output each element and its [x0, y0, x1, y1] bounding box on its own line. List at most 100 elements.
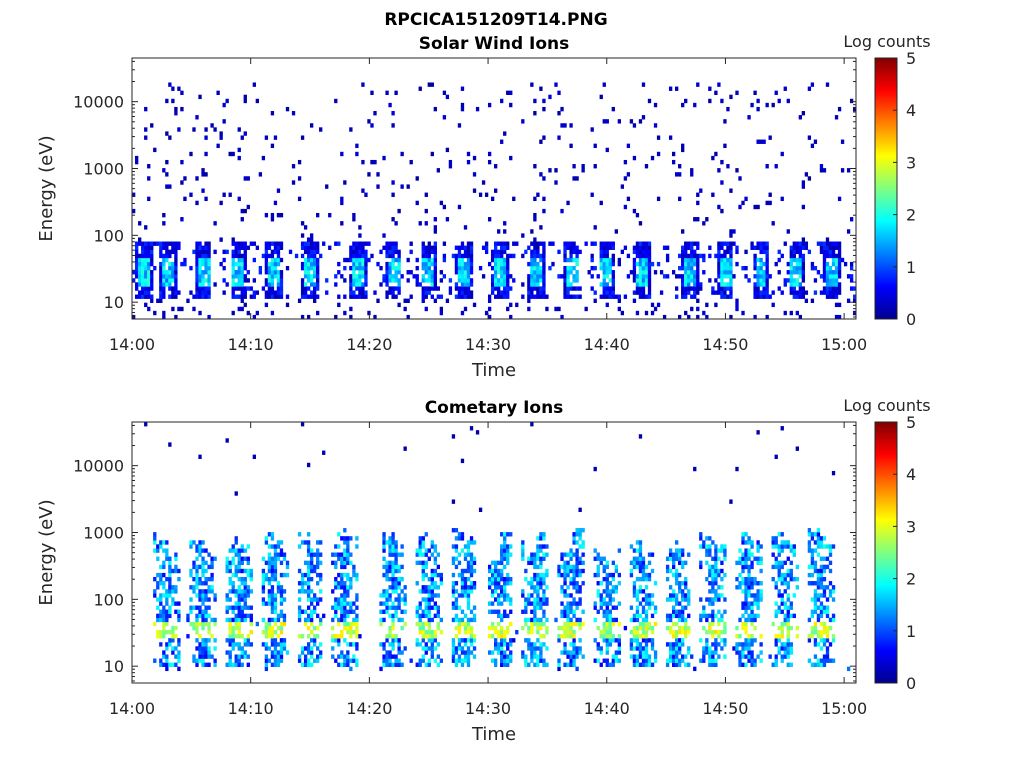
heatmap-cell — [171, 270, 175, 275]
heatmap-cell — [798, 253, 802, 259]
heatmap-cell — [494, 282, 498, 287]
heatmap-cell — [297, 568, 302, 574]
heatmap-cell — [711, 585, 715, 590]
heatmap-cell — [533, 98, 537, 104]
heatmap-cell — [391, 253, 395, 259]
heatmap-cell — [563, 278, 567, 283]
heatmap-cell — [750, 585, 754, 590]
heatmap-cell — [738, 617, 742, 623]
heatmap-cell — [189, 597, 193, 602]
heatmap-cell — [337, 617, 341, 623]
heatmap-cell — [316, 212, 320, 218]
heatmap-cell — [497, 286, 501, 291]
heatmap-cell — [641, 650, 646, 655]
heatmap-cell — [195, 568, 199, 574]
heatmap-cell — [279, 638, 284, 643]
heatmap-cell — [720, 261, 724, 267]
heatmap-cell — [533, 270, 537, 275]
heatmap-cell — [828, 544, 833, 549]
heatmap-cell — [343, 548, 347, 553]
heatmap-cell — [536, 265, 540, 271]
heatmap-cell — [813, 601, 818, 606]
heatmap-cell — [448, 290, 453, 295]
heatmap-cell — [590, 192, 594, 197]
heatmap-cell — [159, 286, 163, 291]
heatmap-cell — [819, 646, 824, 651]
heatmap-cell — [566, 278, 570, 283]
heatmap-cell — [210, 634, 214, 639]
heatmap-cell — [503, 540, 507, 545]
heatmap-cell — [394, 245, 398, 250]
heatmap-cell — [500, 98, 504, 104]
heatmap-cell — [174, 585, 178, 590]
heatmap-cell — [391, 646, 395, 651]
heatmap-cell — [478, 192, 483, 197]
heatmap-cell — [708, 589, 712, 594]
heatmap-cell — [240, 556, 244, 561]
heatmap-cell — [309, 278, 314, 283]
heatmap-cell — [623, 625, 628, 631]
heatmap-cell — [463, 552, 468, 557]
heatmap-cell — [786, 629, 790, 635]
heatmap-cell — [418, 282, 422, 287]
heatmap-cell — [472, 568, 477, 574]
heatmap-cell — [596, 625, 600, 631]
heatmap-cell — [195, 265, 199, 271]
heatmap-cell — [487, 306, 492, 312]
heatmap-cell — [563, 621, 567, 627]
heatmap-cell — [819, 629, 824, 635]
heatmap-cell — [756, 274, 760, 279]
heatmap-cell — [813, 278, 818, 283]
heatmap-cell — [334, 658, 338, 663]
heatmap-cell — [798, 274, 802, 279]
heatmap-cell — [671, 629, 676, 635]
heatmap-cell — [382, 540, 386, 545]
heatmap-cell — [231, 605, 235, 610]
heatmap-cell — [738, 658, 742, 663]
heatmap-cell — [237, 278, 241, 283]
heatmap-cell — [638, 621, 643, 627]
heatmap-cell — [569, 650, 573, 655]
heatmap-cell — [316, 601, 320, 606]
heatmap-cell — [213, 638, 217, 643]
heatmap-cell — [219, 135, 223, 140]
heatmap-cell — [762, 261, 766, 267]
heatmap-cell — [442, 253, 447, 259]
heatmap-cell — [168, 253, 172, 259]
heatmap-cell — [249, 613, 253, 619]
heatmap-cell — [306, 581, 311, 586]
heatmap-cell — [207, 290, 211, 295]
heatmap-cell — [213, 621, 217, 627]
heatmap-cell — [500, 261, 504, 267]
heatmap-cell — [617, 294, 621, 299]
heatmap-cell — [602, 286, 606, 291]
heatmap-cell — [388, 249, 392, 255]
heatmap-cell — [394, 270, 398, 275]
heatmap-cell — [382, 609, 386, 614]
heatmap-cell — [831, 634, 836, 639]
heatmap-cell — [711, 601, 715, 606]
heatmap-cell — [385, 245, 389, 250]
heatmap-cell — [264, 576, 269, 582]
heatmap-cell — [316, 646, 320, 651]
heatmap-cell — [527, 282, 531, 287]
heatmap-cell — [165, 159, 169, 165]
heatmap-cell — [180, 90, 184, 96]
heatmap-cell — [566, 593, 570, 598]
heatmap-cell — [433, 270, 437, 275]
heatmap-cell — [503, 552, 507, 557]
heatmap-cell — [747, 536, 751, 541]
heatmap-cell — [385, 290, 389, 295]
heatmap-cell — [198, 241, 202, 246]
heatmap-cell — [747, 581, 751, 586]
heatmap-cell — [575, 249, 579, 255]
heatmap-cell — [611, 621, 615, 627]
heatmap-cell — [490, 568, 495, 574]
heatmap-cell — [171, 638, 175, 643]
heatmap-cell — [460, 290, 465, 295]
heatmap-cell — [771, 544, 775, 549]
heatmap-cell — [723, 597, 727, 602]
heatmap-cell — [723, 621, 727, 627]
heatmap-cell — [352, 572, 356, 578]
heatmap-cell — [171, 650, 175, 655]
